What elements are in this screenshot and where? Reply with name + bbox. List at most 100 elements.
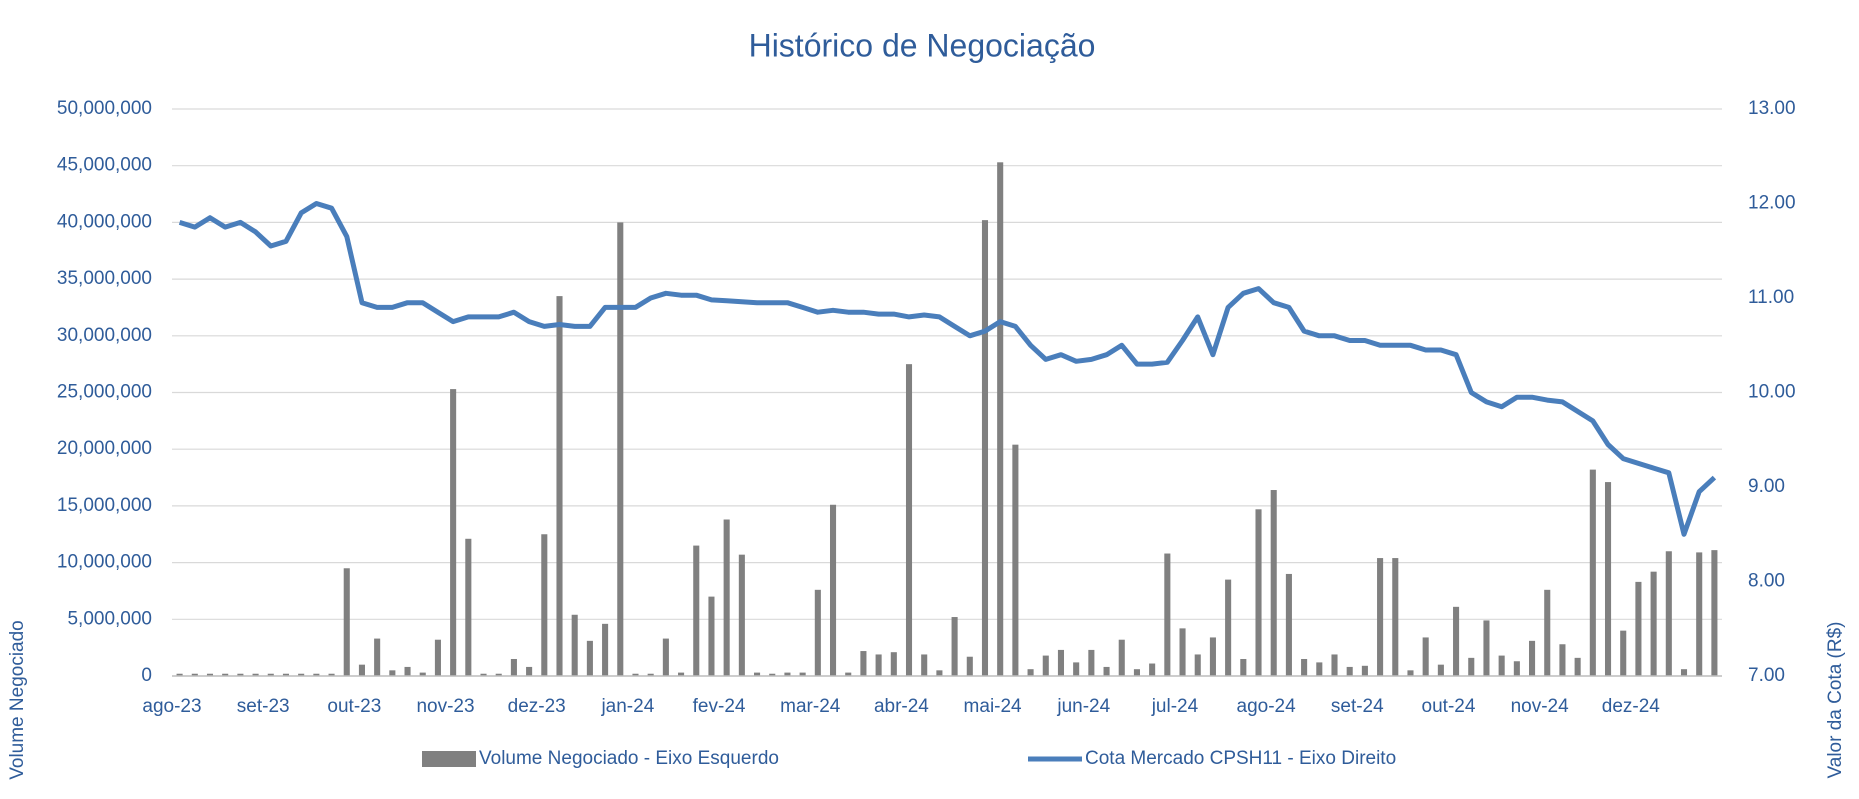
bar [1437, 664, 1444, 676]
bar [632, 673, 639, 676]
bar [678, 672, 685, 676]
y2-tick-label: 7.00 [1748, 665, 1785, 686]
y-tick-label: 30,000,000 [57, 325, 152, 346]
bar [1529, 640, 1536, 676]
x-tick-label: nov-24 [1511, 696, 1570, 717]
bar [845, 672, 852, 676]
x-tick-label: nov-23 [416, 696, 474, 717]
x-tick-label: mai-24 [964, 696, 1023, 717]
y2-axis-title: Valor da Cota (R$) [1825, 622, 1846, 779]
bar [1377, 558, 1384, 676]
bar [860, 651, 867, 676]
y-tick-label: 10,000,000 [57, 552, 152, 573]
bar [1270, 490, 1277, 676]
x-tick-label: jul-24 [1151, 696, 1199, 717]
bar [586, 640, 593, 676]
bar [1042, 655, 1049, 676]
y-tick-label: 45,000,000 [57, 155, 152, 176]
bar [1589, 469, 1596, 676]
y-axis-title: Volume Negociado [7, 620, 28, 780]
bar [769, 673, 776, 676]
bar [1544, 589, 1551, 676]
bar [1680, 669, 1688, 676]
bar [784, 672, 791, 676]
bar [495, 673, 502, 676]
bar [951, 617, 958, 676]
bar [1088, 649, 1095, 676]
chart-title: Histórico de Negociação [749, 27, 1096, 63]
bar [1255, 509, 1262, 676]
y-tick-label: 25,000,000 [57, 382, 152, 403]
x-tick-label: dez-24 [1602, 696, 1661, 717]
bar [298, 673, 305, 676]
bar [1483, 620, 1490, 676]
bar [252, 673, 259, 676]
bar [1331, 654, 1338, 676]
x-tick-label: out-24 [1422, 696, 1476, 717]
x-tick-label: jun-24 [1056, 696, 1110, 717]
bar [404, 666, 411, 676]
bar [1027, 669, 1034, 676]
bar [1194, 654, 1201, 676]
x-tick-label: jan-24 [600, 696, 654, 717]
y2-tick-label: 12.00 [1748, 193, 1796, 214]
bar [313, 673, 320, 676]
bar [1453, 606, 1460, 676]
bar [1240, 658, 1247, 676]
bar [1635, 581, 1642, 676]
y2-tick-label: 8.00 [1748, 571, 1785, 592]
bar [1620, 630, 1627, 676]
bar [1073, 662, 1080, 676]
bar [708, 596, 715, 676]
bar [617, 222, 624, 676]
bar [480, 673, 487, 676]
bar [1103, 666, 1110, 676]
bar [510, 658, 517, 676]
bar [556, 296, 563, 676]
bar [1498, 655, 1505, 676]
bar [343, 568, 350, 676]
bar [738, 554, 745, 676]
bar [450, 389, 457, 676]
bar [1316, 662, 1323, 676]
bar [1225, 579, 1232, 676]
bar [981, 220, 989, 676]
bar [1604, 482, 1612, 676]
bar [176, 673, 183, 676]
bar [1422, 637, 1429, 676]
y-tick-label: 0 [141, 665, 152, 686]
y2-tick-label: 9.00 [1748, 476, 1785, 497]
bar [1361, 665, 1368, 676]
bar [1468, 657, 1475, 676]
bar [1665, 551, 1672, 676]
legend-label: Cota Mercado CPSH11 - Eixo Direito [1085, 748, 1396, 769]
bar [222, 673, 229, 676]
bar [723, 519, 730, 676]
x-tick-label: fev-24 [693, 696, 746, 717]
bar [662, 638, 669, 676]
bar [374, 638, 381, 676]
bar [814, 589, 821, 676]
y-tick-label: 5,000,000 [67, 608, 152, 629]
y2-tick-label: 11.00 [1748, 287, 1794, 308]
y-tick-label: 50,000,000 [57, 98, 152, 119]
bar [191, 673, 198, 676]
bar [1164, 553, 1171, 676]
bar [465, 538, 472, 676]
bar [237, 673, 244, 676]
bar [1711, 550, 1718, 676]
bar [282, 673, 290, 676]
bar [541, 534, 548, 676]
bar [602, 623, 609, 676]
x-tick-label: set-24 [1331, 696, 1384, 717]
bar [1012, 444, 1019, 676]
bar [921, 654, 928, 676]
bar [267, 673, 274, 676]
x-tick-label: mar-24 [780, 696, 841, 717]
legend-swatch [422, 751, 476, 767]
x-tick-label: ago-24 [1237, 696, 1297, 717]
bar [1559, 644, 1566, 676]
bar [1149, 663, 1156, 676]
bar [1513, 661, 1520, 676]
